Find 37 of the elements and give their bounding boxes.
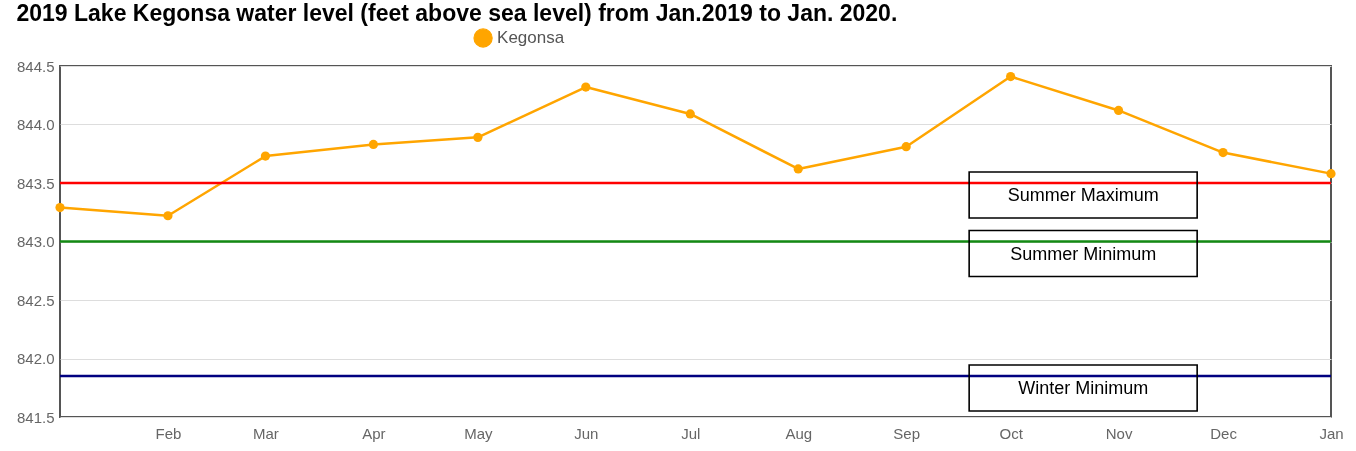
y-tick-label: 842.5 [16, 291, 55, 309]
chart-title: 2019 Lake Kegonsa water level (feet above sea level) from Jan.2019 to Jan. 2020. [16, 0, 898, 26]
point [901, 142, 911, 152]
y-tick-label: 841.5 [16, 408, 55, 426]
point [55, 202, 65, 213]
x-tick-label: Oct [999, 424, 1024, 442]
point [581, 82, 591, 92]
point [1113, 105, 1124, 116]
y-tick-label: 842.0 [16, 350, 55, 367]
point [1006, 71, 1016, 82]
y-tick-label: 844.5 [16, 57, 55, 75]
x-tick-label: Mar [253, 424, 279, 442]
point [793, 164, 803, 174]
x-tick-label: Apr [362, 424, 386, 442]
point [473, 132, 483, 142]
x-tick-label: Jun [574, 424, 599, 442]
point [163, 211, 173, 221]
point [368, 139, 379, 149]
x-tick-label: Sep [893, 424, 921, 442]
ref-line-label: Winter Minimum [1018, 378, 1149, 399]
point [1218, 147, 1228, 158]
x-tick-label: Aug [785, 424, 813, 442]
x-tick-label: Dec [1210, 424, 1238, 442]
point [260, 151, 271, 161]
y-tick-label: 843.0 [16, 233, 55, 250]
y-tick-label: 843.5 [16, 174, 55, 192]
x-tick-label: Feb [155, 424, 182, 442]
point [1326, 169, 1336, 179]
x-tick-label: Jul [681, 424, 701, 442]
y-tick-label: 844.0 [16, 116, 55, 133]
x-tick-label: May [464, 424, 494, 442]
legend-label: Kegonsa [497, 28, 565, 47]
point [685, 109, 695, 119]
ref-line-label: Summer Maximum [1007, 185, 1159, 205]
x-tick-label: Jan [1319, 424, 1344, 442]
ref-line-label: Summer Minimum [1010, 243, 1157, 264]
x-tick-label: Nov [1105, 424, 1133, 442]
